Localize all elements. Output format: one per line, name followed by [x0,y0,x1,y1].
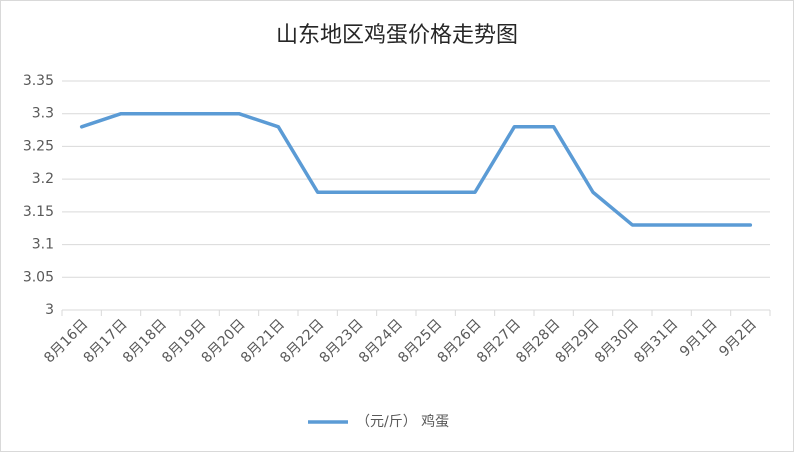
chart-title: 山东地区鸡蛋价格走势图 [276,23,518,48]
legend-label: （元/斤） 鸡蛋 [356,413,449,430]
y-tick-label: 3.2 [32,171,54,187]
y-tick-label: 3.15 [23,204,54,220]
y-tick-label: 3.3 [32,106,54,122]
y-tick-label: 3.1 [32,237,54,253]
y-tick-label: 3.05 [23,269,54,285]
y-tick-label: 3.25 [23,138,54,154]
data-line [79,111,753,227]
y-tick-label: 3 [45,302,54,318]
y-tick-label: 3.35 [23,73,54,89]
